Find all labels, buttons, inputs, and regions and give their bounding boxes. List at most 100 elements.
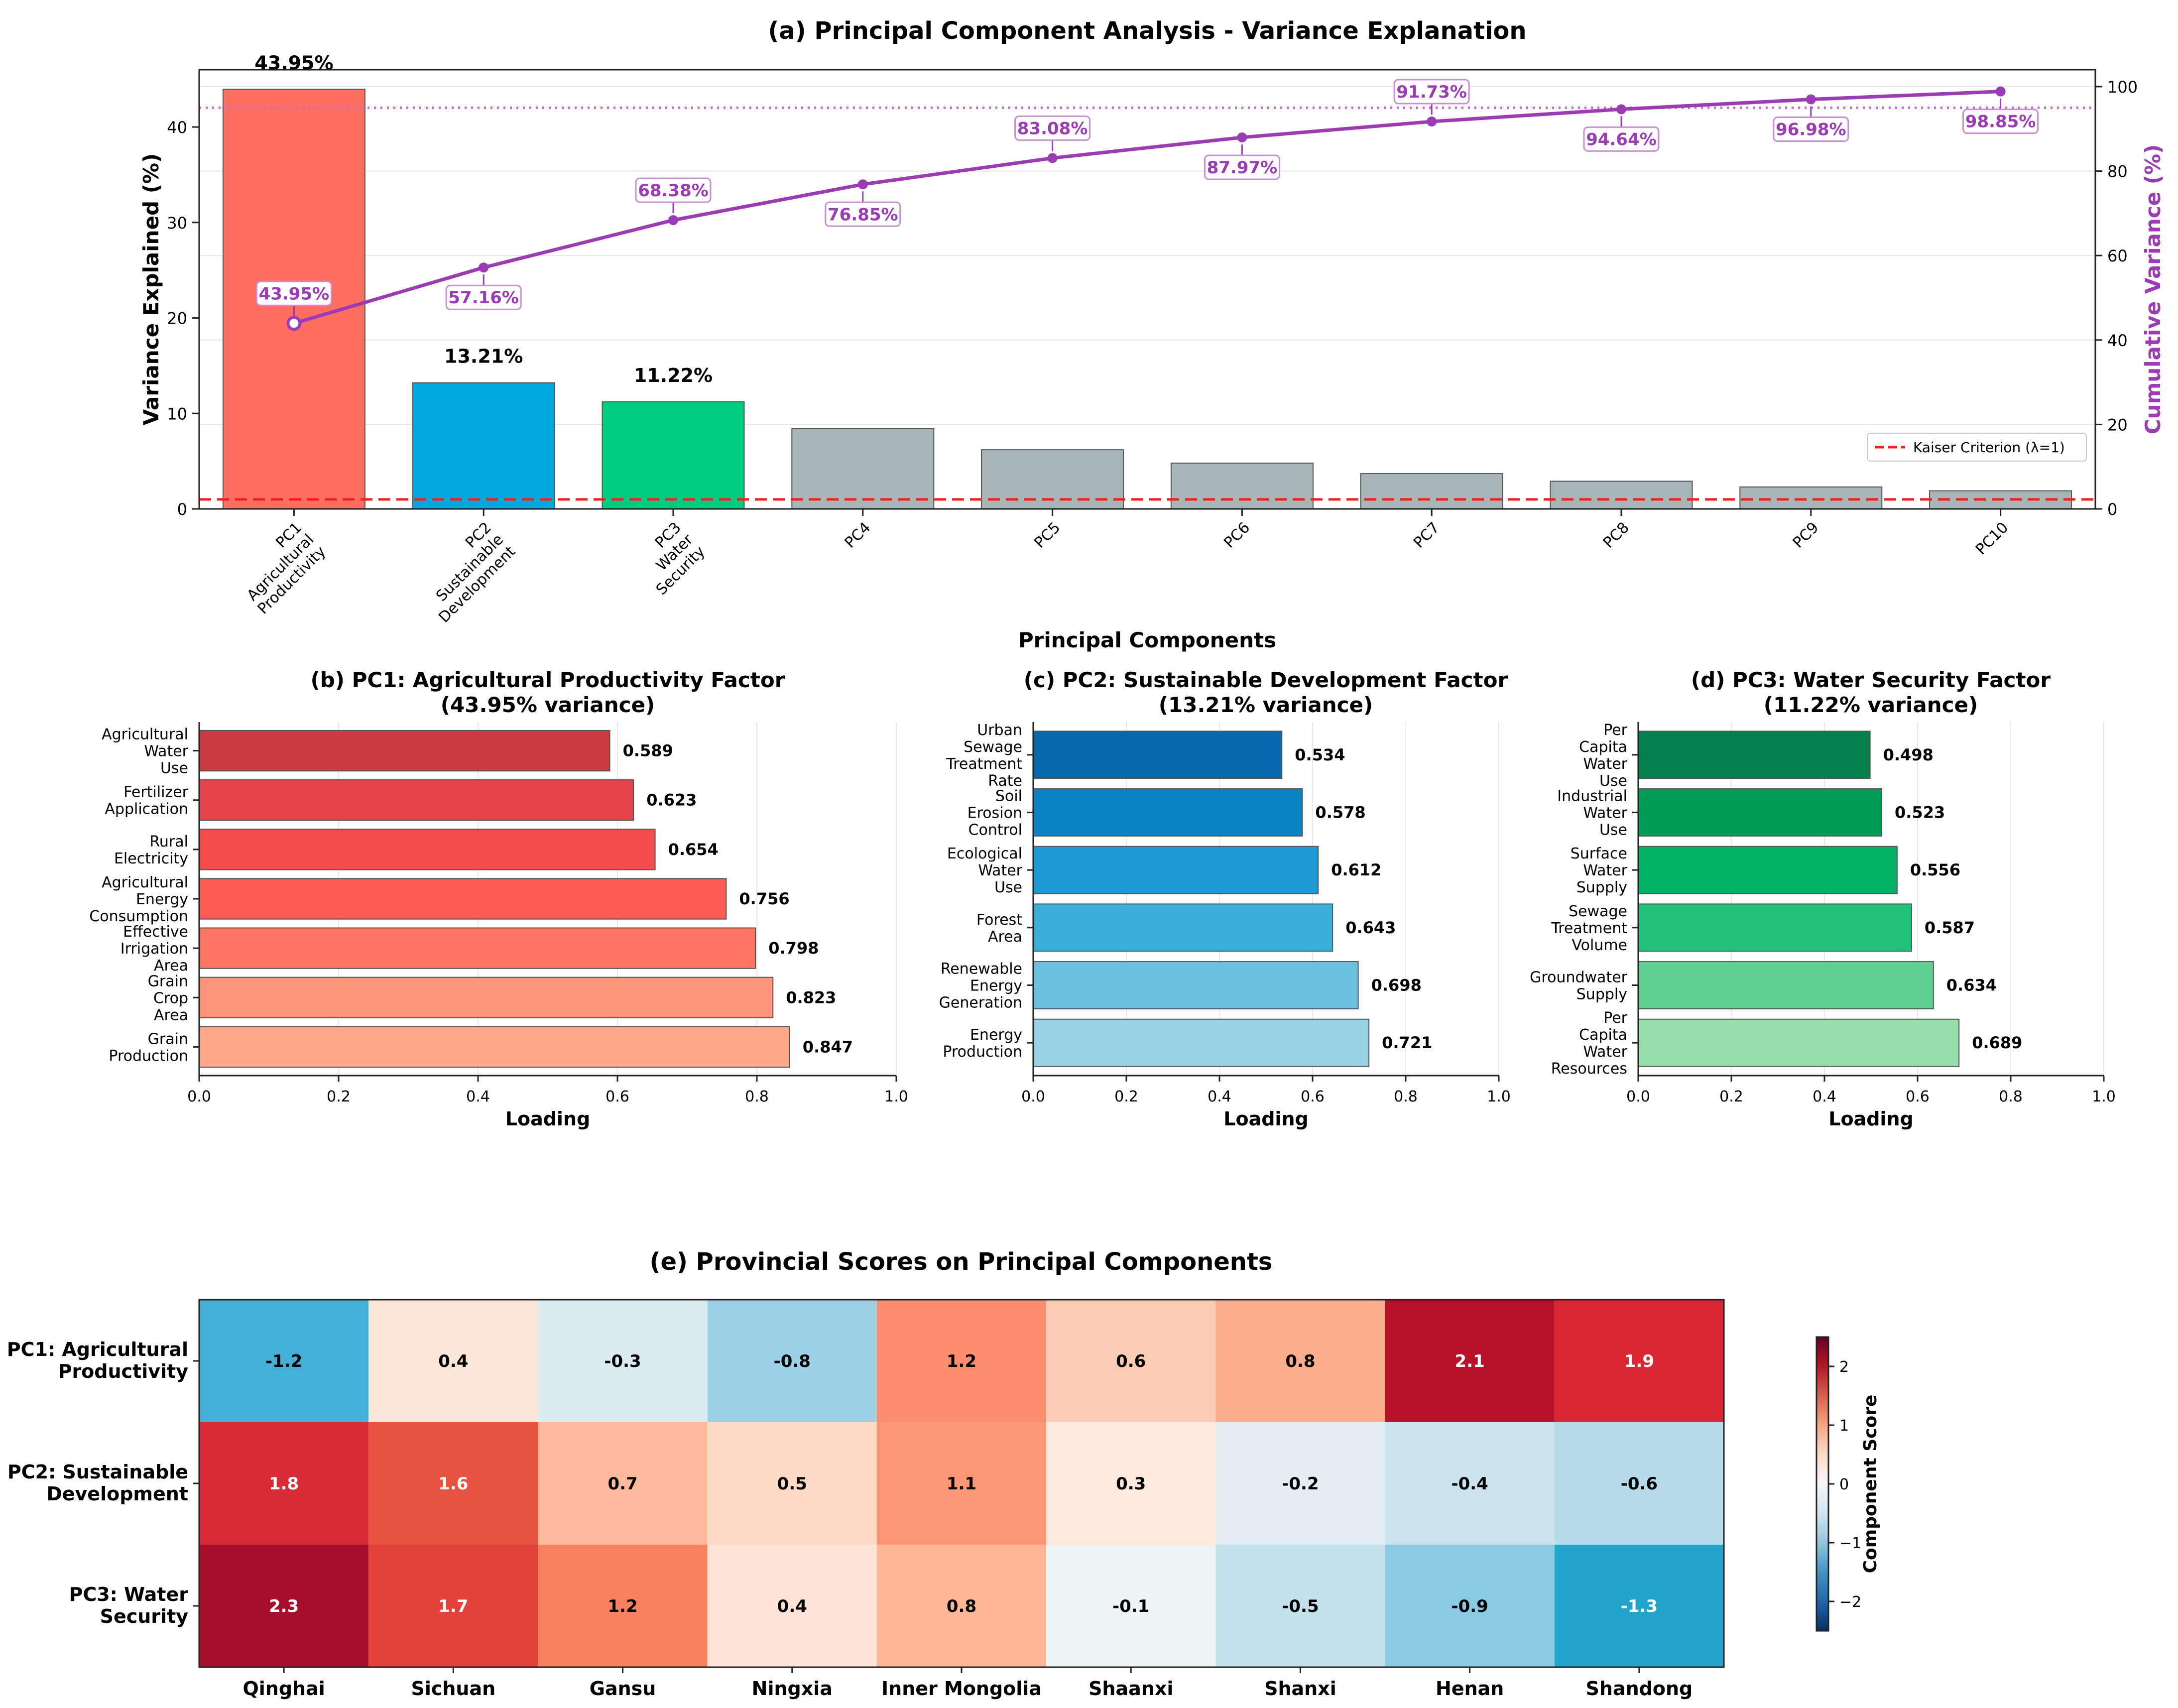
heatmap-cell (1554, 1422, 1724, 1545)
loading-value-label: 0.721 (1382, 1033, 1432, 1052)
cumulative-label: 68.38% (638, 181, 709, 201)
colorbar-tick-label: −1 (1839, 1535, 1861, 1552)
heatmap-cell (368, 1300, 538, 1422)
loading-bar (1638, 903, 1912, 952)
y2-tick-label: 100 (2107, 78, 2138, 97)
loading-value-label: 0.643 (1345, 918, 1396, 937)
heatmap-column-label: Gansu (590, 1678, 656, 1700)
heatmap-row-label: PC2: Sustainable Development (7, 1461, 188, 1505)
heatmap-cell (876, 1545, 1047, 1667)
cumulative-label-box (255, 280, 332, 306)
cumulative-point (479, 262, 489, 273)
heatmap-cell-value: 1.9 (1624, 1351, 1654, 1371)
heatmap-cell (368, 1422, 538, 1545)
cumulative-label: 43.95% (259, 284, 330, 304)
panel-d-title: (d) PC3: Water Security Factor (1691, 668, 2051, 692)
y2-tick-label: 40 (2107, 331, 2128, 350)
loading-bar (1033, 731, 1283, 779)
loading-bar (1033, 903, 1333, 952)
heatmap-cell (538, 1545, 708, 1667)
heatmap-cell-value: 1.8 (269, 1474, 299, 1494)
loading-value-label: 0.623 (646, 791, 697, 810)
panel-b-title: (b) PC1: Agricultural Productivity Facto… (311, 668, 785, 692)
loading-value-label: 0.578 (1315, 803, 1365, 822)
loading-x-tick-label: 0.2 (1719, 1088, 1743, 1105)
y-tick-label: 10 (167, 404, 187, 423)
loading-bar (1033, 1018, 1370, 1067)
variance-bar (1360, 473, 1503, 509)
loading-value-label: 0.498 (1883, 745, 1934, 764)
heatmap-column-label: Qinghai (242, 1678, 325, 1700)
legend-label: Kaiser Criterion (λ=1) (1913, 439, 2065, 456)
colorbar-tick-label: 0 (1839, 1476, 1849, 1493)
loading-x-tick-label: 0.0 (1021, 1088, 1045, 1105)
heatmap-cell (1215, 1300, 1385, 1422)
heatmap-cell-value: -1.2 (265, 1351, 302, 1371)
loading-x-tick-label: 0.6 (605, 1088, 629, 1105)
loading-bar (1638, 846, 1898, 894)
loading-bar (199, 779, 634, 821)
heatmap-cell (1046, 1545, 1216, 1667)
heatmap-row-label: PC3: Water Security (69, 1584, 189, 1627)
loading-x-tick-label: 0.0 (187, 1088, 211, 1105)
loading-bar (199, 1026, 790, 1068)
variance-bar-label: 43.95% (254, 52, 333, 74)
loading-value-label: 0.689 (1972, 1033, 2022, 1052)
cumulative-label: 94.64% (1586, 129, 1657, 149)
loading-category-label: Effective Irrigation Area (121, 923, 188, 975)
panel-b-pc1-loadings: (b) PC1: Agricultural Productivity Facto… (89, 668, 908, 1130)
heatmap-cell-value: 1.2 (947, 1351, 976, 1371)
loading-value-label: 0.612 (1331, 860, 1381, 879)
variance-bar (602, 401, 745, 510)
panel-b-subtitle: (43.95% variance) (441, 693, 655, 717)
colorbar-tick-label: −2 (1839, 1593, 1861, 1611)
cumulative-label: 96.98% (1776, 120, 1846, 140)
heatmap-cell-value: 1.2 (607, 1596, 637, 1616)
variance-bar (1170, 462, 1314, 509)
loading-value-label: 0.634 (1946, 976, 1997, 995)
cumulative-label-box (1773, 117, 1849, 142)
loading-value-label: 0.589 (623, 741, 673, 760)
loading-bar (199, 976, 774, 1018)
heatmap-column-label: Inner Mongolia (881, 1678, 1042, 1700)
heatmap-column-label: Sichuan (411, 1678, 495, 1700)
cumulative-label-box (1014, 115, 1091, 141)
y-tick-label: 0 (177, 500, 187, 519)
loading-x-axis-label: Loading (1223, 1108, 1308, 1130)
loading-x-tick-label: 0.6 (1301, 1088, 1325, 1105)
heatmap-cell-value: -0.8 (774, 1351, 811, 1371)
heatmap-cell (876, 1300, 1047, 1422)
loading-value-label: 0.847 (803, 1037, 853, 1056)
loading-x-tick-label: 0.4 (466, 1088, 490, 1105)
cumulative-point (1806, 94, 1816, 105)
heatmap-cell-value: 0.4 (777, 1596, 807, 1616)
heatmap-cell (1554, 1300, 1724, 1422)
panel-c-subtitle: (13.21% variance) (1159, 693, 1373, 717)
heatmap-cell (707, 1300, 877, 1422)
cumulative-label-box (445, 284, 522, 310)
heatmap-cell-value: -0.2 (1282, 1474, 1319, 1494)
variance-bar (1739, 486, 1883, 510)
loading-bar (1033, 961, 1359, 1009)
loading-category-label: Forest Area (976, 911, 1022, 946)
loading-bar (1033, 846, 1319, 894)
loading-category-label: Surface Water Supply (1571, 845, 1628, 896)
panel-c-pc2-loadings: (c) PC2: Sustainable Development Factor(… (939, 668, 1511, 1130)
loading-bar (199, 829, 656, 870)
loading-category-label: Renewable Energy Generation (939, 961, 1022, 1012)
y-axis-label: Variance Explained (%) (139, 153, 163, 425)
loading-x-axis-label: Loading (505, 1108, 590, 1130)
panel-e-provincial-heatmap: (e) Provincial Scores on Principal Compo… (7, 1248, 1881, 1700)
heatmap-cell-value: 1.1 (947, 1474, 976, 1494)
loading-bar (1638, 961, 1934, 1009)
cumulative-label: 98.85% (1965, 112, 2036, 132)
loading-x-tick-label: 0.2 (1114, 1088, 1138, 1105)
cumulative-label-box (1583, 126, 1660, 152)
panel-c-title: (c) PC2: Sustainable Development Factor (1024, 668, 1508, 692)
cumulative-point (1616, 104, 1626, 115)
heatmap-cell (1215, 1545, 1385, 1667)
loading-x-tick-label: 0.4 (1208, 1088, 1231, 1105)
variance-bar (1550, 481, 1693, 509)
cumulative-label: 83.08% (1017, 119, 1088, 138)
